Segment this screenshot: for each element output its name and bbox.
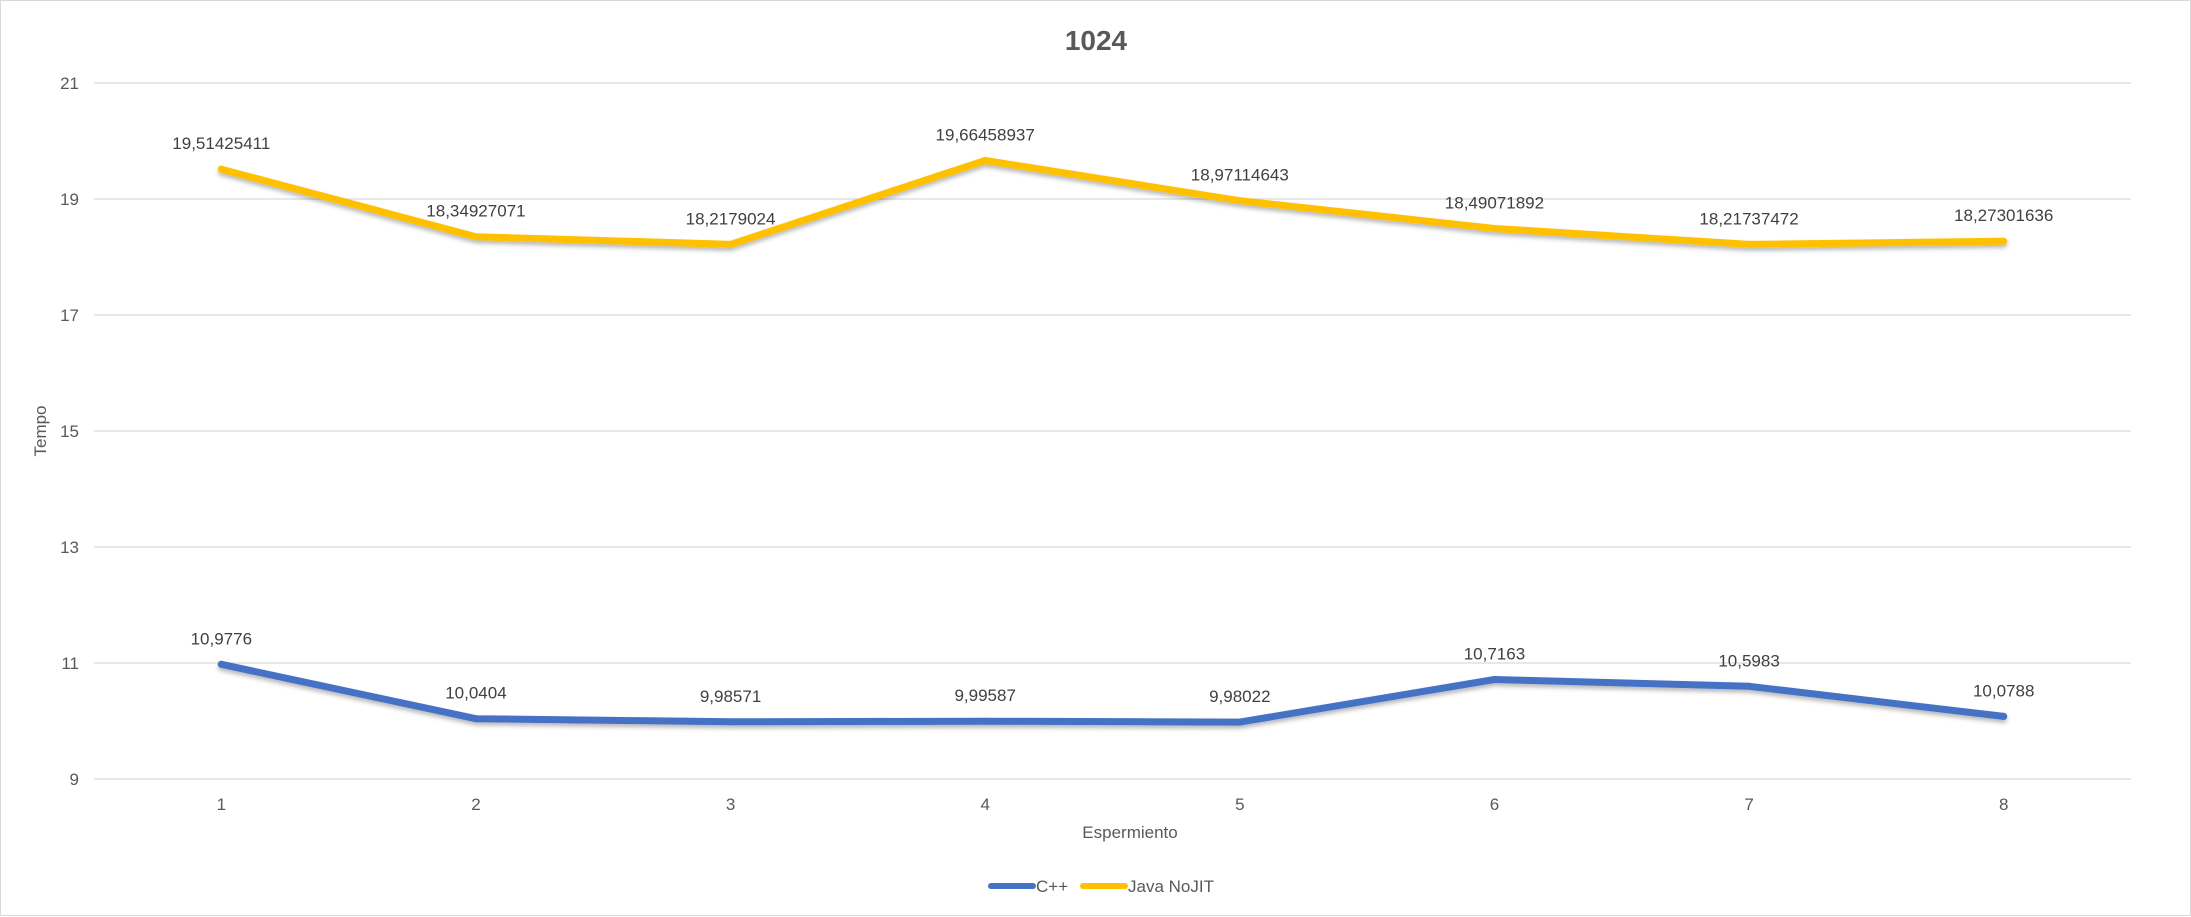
x-tick-label: 1 [217, 795, 226, 814]
data-label: 18,34927071 [426, 202, 525, 221]
gridlines [94, 82, 2131, 780]
data-label: 10,5983 [1718, 651, 1779, 670]
x-tick-label: 6 [1490, 795, 1499, 814]
data-label: 19,51425411 [172, 134, 270, 153]
legend-label: Java NoJIT [1128, 877, 1214, 896]
data-label: 10,0788 [1973, 681, 2034, 700]
data-point [472, 715, 480, 723]
data-point [727, 718, 735, 726]
data-point [2000, 712, 2008, 720]
data-label: 18,27301636 [1954, 206, 2053, 225]
x-tick-label: 3 [726, 795, 735, 814]
legend: C++ Java NoJIT [988, 877, 1214, 896]
data-point [981, 717, 989, 725]
data-label: 18,21737472 [1699, 209, 1798, 228]
y-tick-label: 19 [60, 190, 79, 209]
data-point [981, 156, 989, 164]
data-labels: 10,9776 10,0404 9,98571 9,99587 9,98022 10,71… [172, 125, 2053, 706]
data-point [1490, 675, 1498, 683]
y-tick-label: 15 [60, 422, 79, 441]
legend-label: C++ [1036, 877, 1068, 896]
y-axis-ticks: 9 11 13 15 17 19 21 [60, 74, 79, 789]
data-label: 9,98571 [700, 687, 761, 706]
data-label: 18,49071892 [1445, 194, 1544, 213]
data-label: 10,0404 [445, 684, 506, 703]
data-label: 18,2179024 [686, 209, 776, 228]
series-line-java-nojit [217, 157, 2008, 248]
y-tick-label: 11 [61, 654, 79, 673]
x-tick-label: 8 [1999, 795, 2008, 814]
data-point [1745, 240, 1753, 248]
x-tick-label: 7 [1744, 795, 1753, 814]
series-lines [217, 156, 2008, 726]
data-label: 10,7163 [1464, 644, 1525, 663]
data-label: 9,99587 [954, 686, 1015, 705]
data-label: 18,97114643 [1191, 166, 1289, 185]
data-label: 10,9776 [191, 629, 252, 648]
y-tick-label: 9 [70, 770, 79, 789]
y-tick-label: 13 [60, 538, 79, 557]
data-point [2000, 237, 2008, 245]
data-point [1490, 225, 1498, 233]
x-tick-label: 4 [980, 795, 989, 814]
data-point [727, 240, 735, 248]
x-tick-label: 5 [1235, 795, 1244, 814]
data-label: 9,98022 [1209, 687, 1270, 706]
data-point [1236, 197, 1244, 205]
series-line-c [217, 660, 2008, 726]
data-point [217, 165, 225, 173]
data-point [217, 660, 225, 668]
data-point [1745, 682, 1753, 690]
data-point [472, 233, 480, 241]
x-tick-label: 2 [471, 795, 480, 814]
y-tick-label: 21 [60, 74, 79, 93]
x-axis-ticks: 1 2 3 4 5 6 7 8 [217, 795, 2009, 814]
data-label: 19,66458937 [936, 125, 1035, 144]
x-axis-title: Espermiento [1082, 823, 1177, 842]
y-axis-title: Tempo [31, 405, 50, 456]
y-tick-label: 17 [60, 306, 79, 325]
data-point [1236, 718, 1244, 726]
chart-title: 1024 [1065, 25, 1128, 56]
